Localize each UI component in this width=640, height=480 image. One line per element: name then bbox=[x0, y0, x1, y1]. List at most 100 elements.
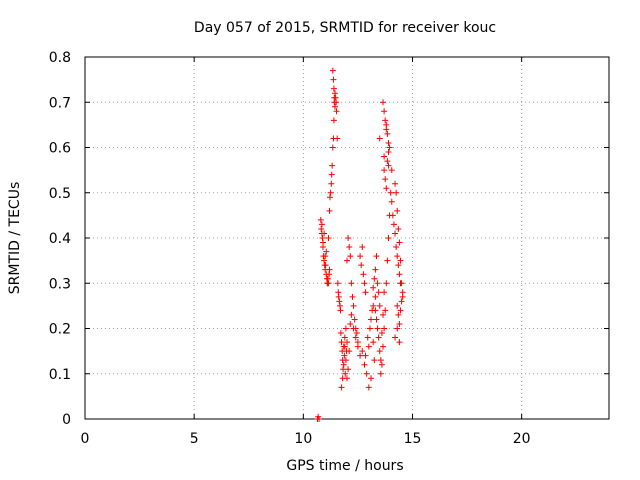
x-tick-label: 15 bbox=[404, 431, 422, 447]
data-point bbox=[329, 67, 336, 74]
y-tick-label: 0 bbox=[62, 412, 71, 428]
data-point bbox=[373, 316, 380, 323]
y-tick-label: 0.7 bbox=[49, 95, 71, 111]
data-point bbox=[392, 180, 399, 187]
data-point bbox=[326, 266, 333, 273]
data-point bbox=[371, 357, 378, 364]
data-point bbox=[372, 307, 379, 314]
data-point bbox=[357, 253, 364, 260]
data-point bbox=[383, 280, 390, 287]
data-point bbox=[381, 167, 388, 174]
data-point bbox=[348, 311, 355, 318]
data-point bbox=[368, 316, 375, 323]
data-point bbox=[377, 370, 384, 377]
data-point bbox=[374, 325, 381, 332]
y-tick-label: 0.6 bbox=[49, 141, 71, 157]
data-point bbox=[323, 248, 330, 255]
data-point bbox=[370, 284, 377, 291]
data-point bbox=[331, 90, 338, 97]
data-point bbox=[372, 266, 379, 273]
data-point bbox=[349, 293, 356, 300]
data-point bbox=[375, 334, 382, 341]
data-point bbox=[378, 330, 385, 337]
data-point bbox=[366, 325, 373, 332]
data-point bbox=[341, 334, 348, 341]
data-point bbox=[381, 108, 388, 115]
data-point bbox=[322, 262, 329, 269]
data-point bbox=[380, 343, 387, 350]
data-point bbox=[328, 180, 335, 187]
data-point bbox=[338, 384, 345, 391]
y-tick-label: 0.5 bbox=[49, 186, 71, 202]
data-point bbox=[396, 239, 403, 246]
data-point bbox=[383, 185, 390, 192]
data-point bbox=[319, 239, 326, 246]
data-point bbox=[329, 144, 336, 151]
data-point bbox=[394, 302, 401, 309]
data-point bbox=[377, 357, 384, 364]
y-tick-label: 0.8 bbox=[49, 50, 71, 66]
data-point bbox=[322, 253, 329, 260]
data-point bbox=[359, 348, 366, 355]
data-point bbox=[382, 117, 389, 124]
data-point bbox=[381, 153, 388, 160]
data-point bbox=[394, 207, 401, 214]
data-point bbox=[396, 271, 403, 278]
data-point bbox=[350, 302, 357, 309]
data-point bbox=[347, 253, 354, 260]
data-point bbox=[384, 257, 391, 264]
data-point bbox=[316, 416, 323, 422]
data-point bbox=[376, 302, 383, 309]
data-point bbox=[330, 117, 337, 124]
data-point bbox=[385, 139, 392, 146]
data-point bbox=[381, 289, 388, 296]
grid-lines bbox=[85, 57, 609, 419]
x-axis-ticks: 0 5 10 15 20 bbox=[81, 57, 531, 447]
y-tick-label: 0.3 bbox=[49, 276, 71, 292]
data-point bbox=[370, 339, 377, 346]
data-point bbox=[331, 103, 338, 110]
y-tick-label: 0.1 bbox=[49, 367, 71, 383]
data-point bbox=[338, 339, 345, 346]
data-point bbox=[327, 189, 334, 196]
data-point bbox=[385, 162, 392, 169]
data-point bbox=[340, 361, 347, 368]
data-point bbox=[354, 343, 361, 350]
data-point bbox=[361, 361, 368, 368]
data-point bbox=[345, 235, 352, 241]
data-point bbox=[326, 194, 333, 201]
data-point bbox=[344, 257, 350, 264]
data-point bbox=[333, 99, 340, 106]
data-point bbox=[394, 253, 401, 260]
data-point bbox=[353, 330, 360, 337]
data-points bbox=[314, 67, 406, 422]
data-point bbox=[365, 384, 372, 391]
data-point bbox=[344, 375, 350, 382]
data-point bbox=[370, 302, 377, 309]
data-point bbox=[387, 189, 394, 196]
data-point bbox=[397, 307, 404, 314]
data-point bbox=[351, 316, 358, 323]
data-point bbox=[395, 225, 402, 232]
data-point bbox=[321, 230, 328, 237]
data-point bbox=[380, 99, 387, 106]
data-point bbox=[340, 366, 347, 373]
data-point bbox=[382, 307, 389, 314]
data-point bbox=[364, 334, 371, 341]
data-point bbox=[362, 289, 369, 296]
data-point bbox=[352, 334, 359, 341]
data-point bbox=[385, 235, 392, 241]
x-tick-label: 10 bbox=[294, 431, 312, 447]
data-point bbox=[325, 235, 332, 241]
x-axis-label: GPS time / hours bbox=[286, 458, 403, 474]
x-tick-label: 0 bbox=[81, 431, 90, 447]
data-point bbox=[365, 343, 372, 350]
y-axis-label: SRMTID / TECUs bbox=[7, 182, 23, 295]
data-point bbox=[330, 76, 337, 83]
data-point bbox=[396, 320, 403, 327]
data-point bbox=[394, 325, 401, 332]
data-point bbox=[362, 352, 369, 359]
data-point bbox=[395, 311, 402, 318]
